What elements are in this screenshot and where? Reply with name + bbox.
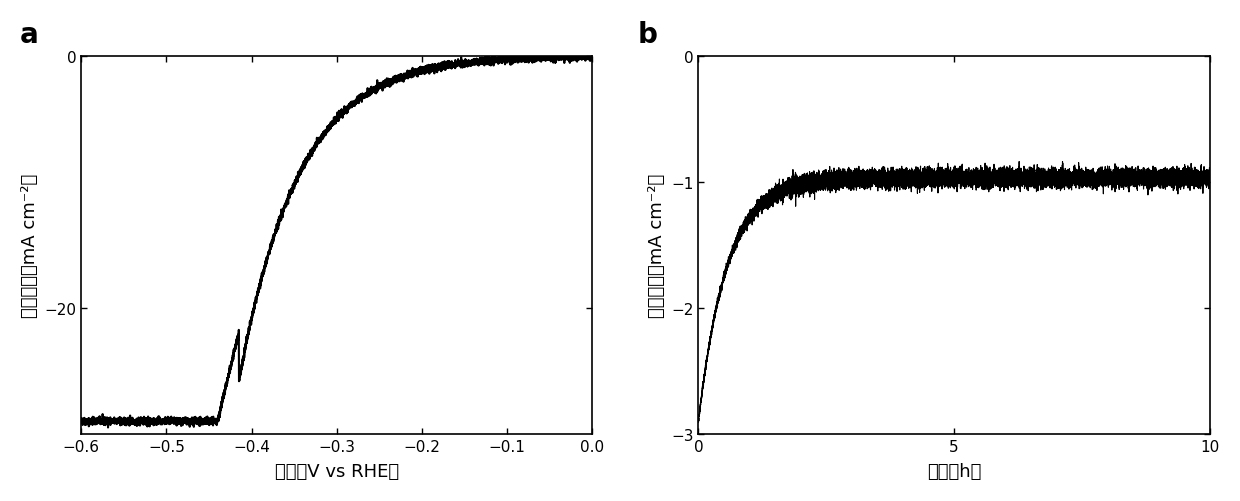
Y-axis label: 电流密度（mA cm⁻²）: 电流密度（mA cm⁻²）	[647, 173, 666, 317]
Text: a: a	[20, 21, 38, 49]
Y-axis label: 电流密度（mA cm⁻²）: 电流密度（mA cm⁻²）	[21, 173, 38, 317]
X-axis label: 电压（V vs RHE）: 电压（V vs RHE）	[275, 462, 399, 480]
Text: b: b	[637, 21, 657, 49]
X-axis label: 时间（h）: 时间（h）	[926, 462, 981, 480]
